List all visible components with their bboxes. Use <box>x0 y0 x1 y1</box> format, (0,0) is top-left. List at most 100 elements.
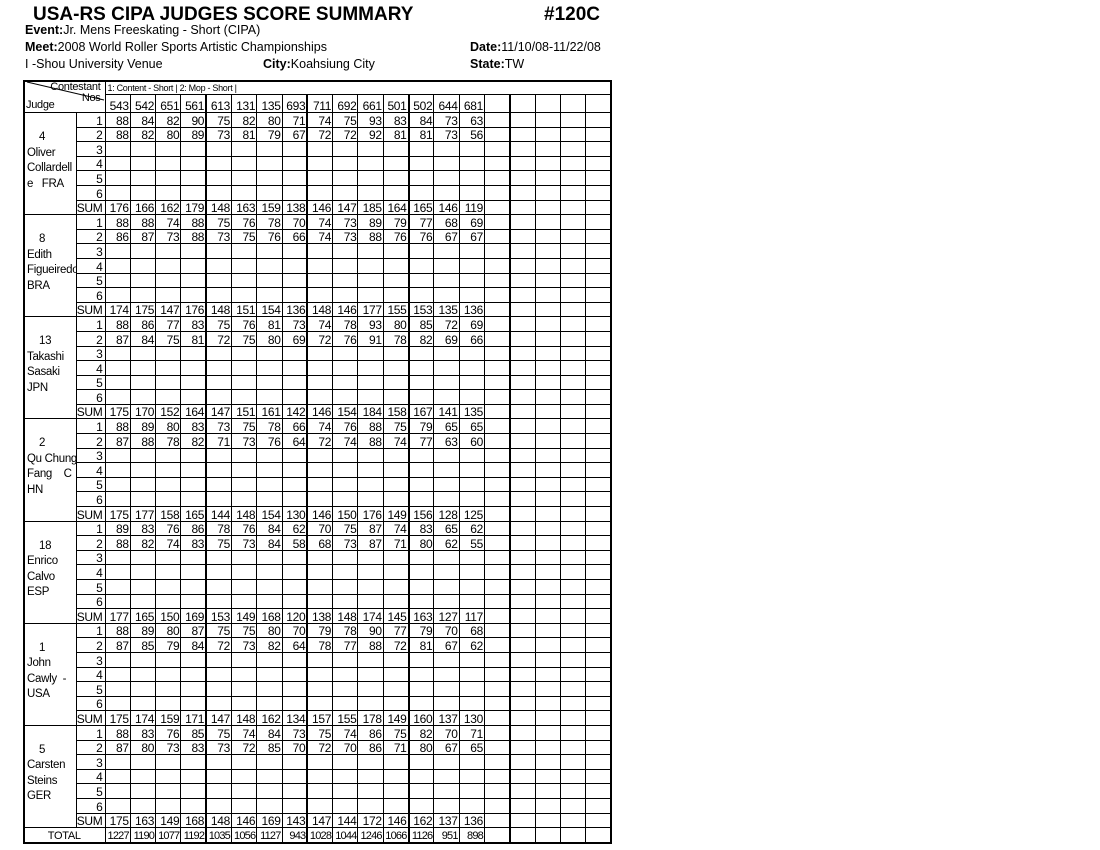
cell <box>585 243 613 259</box>
sum: 130 <box>458 710 485 726</box>
cell <box>104 783 131 799</box>
cell <box>458 155 485 172</box>
score-row: 2 87 80 73 83 73 72 85 70 72 70 86 71 80 67 65 <box>24 739 613 756</box>
cell <box>585 579 613 595</box>
cell <box>534 724 561 741</box>
cell <box>559 389 587 405</box>
cell <box>256 389 283 405</box>
cell <box>483 272 511 289</box>
score: 73 <box>205 126 232 143</box>
cell <box>129 593 157 610</box>
total: 1066 <box>382 827 410 844</box>
row-label: 5 <box>75 272 106 289</box>
score: 66 <box>281 418 309 435</box>
cell <box>129 783 157 799</box>
cell <box>433 754 460 770</box>
score: 84 <box>129 112 157 128</box>
sum: 148 <box>230 710 258 726</box>
cell <box>104 564 131 580</box>
cell <box>534 316 561 332</box>
score: 93 <box>357 112 384 128</box>
score: 74 <box>306 228 334 245</box>
judge-cell: 8 Edith Figueiredo BRA <box>23 214 77 318</box>
cell <box>585 783 613 799</box>
sum: 162 <box>155 199 182 216</box>
cell <box>534 141 561 157</box>
cell <box>382 754 410 770</box>
score: 89 <box>129 418 157 435</box>
cell <box>306 651 334 668</box>
score-row: 6 <box>24 389 613 405</box>
score: 85 <box>180 724 208 741</box>
contestant-number: 561 <box>180 94 208 113</box>
cell <box>585 214 613 230</box>
cell <box>104 272 131 289</box>
cell <box>559 94 587 113</box>
score: 88 <box>180 228 208 245</box>
title: USA-RS CIPA JUDGES SCORE SUMMARY <box>33 4 414 25</box>
score-row: 6 <box>24 287 613 303</box>
score: 87 <box>180 622 208 639</box>
score: 67 <box>433 739 460 756</box>
cell <box>408 754 435 770</box>
score: 76 <box>155 520 182 537</box>
score: 85 <box>129 637 157 653</box>
judge-name: HN <box>27 483 44 496</box>
cell <box>205 695 232 712</box>
cell <box>433 374 460 391</box>
cell <box>155 360 182 376</box>
cell <box>129 257 157 274</box>
contestant-number: 501 <box>382 94 410 113</box>
row-label: 1 <box>75 724 106 741</box>
cell <box>534 360 561 376</box>
cell <box>180 447 208 464</box>
judge-name: ESP <box>27 586 50 599</box>
cell <box>534 94 561 113</box>
cell <box>205 754 232 770</box>
cell <box>129 564 157 580</box>
judge-name: Calvo <box>27 570 55 583</box>
contestant-row: 543 542 651 561 613 131 135 693 711 692 661 501 502 6… <box>24 94 613 113</box>
cell <box>205 257 232 274</box>
judge-name: Carsten <box>27 759 66 772</box>
score-row: 4 <box>24 360 613 376</box>
judge-name: Enrico <box>27 555 58 568</box>
row-label: 2 <box>75 535 106 551</box>
score-row: 3 <box>24 345 613 362</box>
cell <box>483 418 511 435</box>
cell <box>155 345 182 362</box>
cell <box>205 491 232 508</box>
score: 77 <box>408 214 435 230</box>
cell <box>509 549 536 566</box>
score: 88 <box>104 316 131 332</box>
corner-cell: Contestant Nos Judge <box>23 80 106 113</box>
cell <box>559 330 587 347</box>
cell <box>180 783 208 799</box>
cell <box>509 506 536 522</box>
score: 69 <box>281 330 309 347</box>
score: 69 <box>433 330 460 347</box>
cell <box>205 593 232 610</box>
cell <box>129 579 157 595</box>
row-label: SUM <box>75 301 106 318</box>
cell <box>180 651 208 668</box>
score: 66 <box>281 228 309 245</box>
score: 75 <box>205 316 232 332</box>
cell <box>483 228 511 245</box>
cell <box>483 374 511 391</box>
label: Meet: <box>25 40 58 54</box>
cell <box>585 754 613 770</box>
sum: 158 <box>382 403 410 420</box>
score: 74 <box>306 112 334 128</box>
cell <box>306 564 334 580</box>
judge-name: GER <box>27 790 52 803</box>
cell <box>433 447 460 464</box>
cell <box>585 155 613 172</box>
score: 78 <box>332 622 359 639</box>
score: 83 <box>382 112 410 128</box>
cell <box>230 374 258 391</box>
score: 73 <box>433 112 460 128</box>
cell <box>509 754 536 770</box>
score: 70 <box>306 520 334 537</box>
cell <box>483 768 511 785</box>
